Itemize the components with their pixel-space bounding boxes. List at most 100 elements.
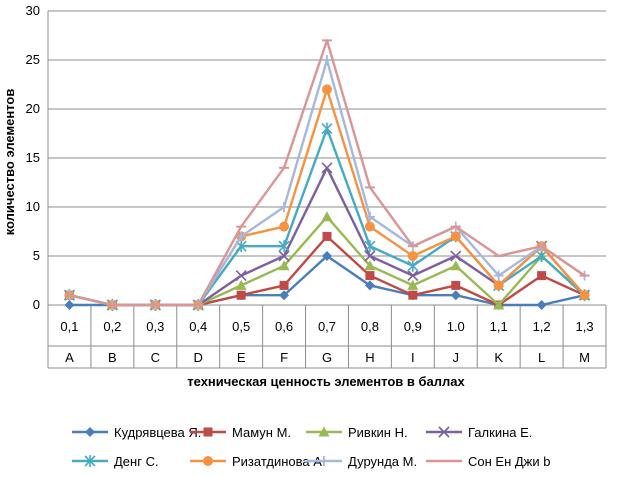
data-point — [236, 231, 247, 242]
data-point — [450, 231, 461, 242]
legend-marker — [203, 427, 213, 437]
legend-marker — [319, 456, 329, 466]
x-group-label: E — [237, 350, 246, 365]
data-point — [279, 290, 290, 301]
data-point — [235, 270, 247, 282]
data-point — [364, 260, 376, 271]
y-tick-label: 5 — [33, 248, 40, 263]
x-group-label: D — [194, 350, 203, 365]
data-point — [322, 84, 332, 95]
legend-label: Дурунда М. — [348, 454, 417, 469]
data-point — [407, 259, 419, 272]
data-point — [278, 260, 290, 271]
legend-label: Мамун М. — [232, 425, 291, 440]
legend-label: Денг С. — [114, 454, 159, 469]
x-tick-label: 0,4 — [189, 319, 207, 334]
data-point — [364, 211, 375, 222]
y-tick-label: 10 — [26, 199, 40, 214]
x-tick-label: 0,3 — [146, 319, 164, 334]
data-point — [321, 122, 333, 135]
y-tick-label: 30 — [26, 3, 40, 18]
legend-label: Сон Ен Джи b — [468, 454, 550, 469]
x-group-label: I — [411, 350, 415, 365]
data-point — [278, 240, 290, 253]
data-point — [536, 300, 547, 310]
data-point — [450, 260, 462, 271]
x-group-label: J — [453, 350, 460, 365]
x-tick-label: 0,5 — [232, 319, 250, 334]
x-tick-label: 1.0 — [447, 319, 465, 334]
legend-marker — [438, 426, 450, 438]
legend-marker — [318, 426, 330, 437]
tick-labels: 0 5 10 15 20 25 30 0,1 0,2 0,3 0,4 0,5 0,6 0,7 0,8 0,9 1… — [26, 3, 594, 365]
data-point — [279, 280, 289, 290]
x-tick-label: 0,9 — [404, 319, 422, 334]
legend-item: Дурунда М. — [306, 454, 417, 469]
data-point — [279, 202, 290, 212]
x-group-label: H — [365, 350, 374, 365]
data-point — [322, 251, 332, 261]
x-tick-label: 0,7 — [318, 319, 336, 334]
data-point — [493, 270, 504, 281]
x-group-label: M — [579, 350, 590, 365]
x-tick-label: 0,1 — [60, 319, 78, 334]
data-point — [450, 290, 461, 301]
data-point — [235, 279, 247, 290]
legend-label: Галкина Е. — [468, 425, 532, 440]
legend-item: Кудрявцева Я. — [72, 425, 201, 440]
series-lines — [63, 39, 591, 311]
data-point — [322, 231, 332, 241]
legend-item: Галкина Е. — [426, 425, 532, 440]
data-point — [537, 271, 547, 281]
data-point — [64, 300, 75, 310]
x-tick-label: 1,1 — [490, 319, 508, 334]
legend-marker — [84, 455, 96, 467]
legend-label: Кудрявцева Я. — [114, 425, 201, 440]
x-group-label: L — [538, 350, 545, 365]
data-point — [365, 271, 375, 281]
data-point — [322, 55, 332, 65]
data-point — [536, 250, 548, 262]
data-point — [451, 280, 461, 290]
series-line — [69, 88, 586, 307]
series-line — [69, 58, 586, 307]
legend-label: Ривкин Н. — [348, 425, 408, 440]
data-point — [408, 290, 418, 300]
data-point — [279, 221, 290, 232]
x-tick-label: 1,3 — [575, 319, 593, 334]
x-tick-label: 1,2 — [533, 319, 551, 334]
legend-marker — [85, 427, 95, 437]
y-tick-label: 0 — [33, 297, 40, 312]
data-point — [407, 279, 419, 290]
legend-item: Денг С. — [72, 454, 159, 469]
legend-item: Сон Ен Джи b — [426, 454, 550, 469]
y-axis-title: количество элементов — [2, 89, 17, 236]
x-group-label: G — [322, 350, 332, 365]
x-axis-title: техническая ценность элементов в баллах — [187, 374, 465, 389]
x-group-label: K — [494, 350, 503, 365]
data-point — [364, 250, 376, 262]
axes — [47, 11, 607, 369]
data-point — [579, 290, 590, 301]
legend: Кудрявцева Я. Мамун М. Ривкин Н. Галкина Е.… — [72, 425, 550, 469]
series-line — [69, 39, 586, 307]
x-group-label: B — [108, 350, 117, 365]
data-point — [450, 250, 462, 262]
x-group-label: F — [280, 350, 288, 365]
data-point — [407, 251, 418, 261]
legend-label: Ризатдинова А. — [232, 454, 326, 469]
x-group-label: A — [65, 350, 74, 365]
data-point — [364, 280, 375, 291]
data-point — [407, 270, 419, 282]
data-point — [493, 280, 504, 291]
data-point — [364, 240, 376, 253]
x-tick-label: 0,8 — [361, 319, 379, 334]
y-tick-label: 20 — [26, 101, 40, 116]
data-point — [321, 211, 333, 222]
x-group-label: C — [151, 350, 160, 365]
x-tick-label: 0,2 — [103, 319, 121, 334]
legend-item: Ривкин Н. — [306, 425, 408, 440]
x-tick-label: 0,6 — [275, 319, 293, 334]
y-tick-label: 15 — [26, 150, 40, 165]
